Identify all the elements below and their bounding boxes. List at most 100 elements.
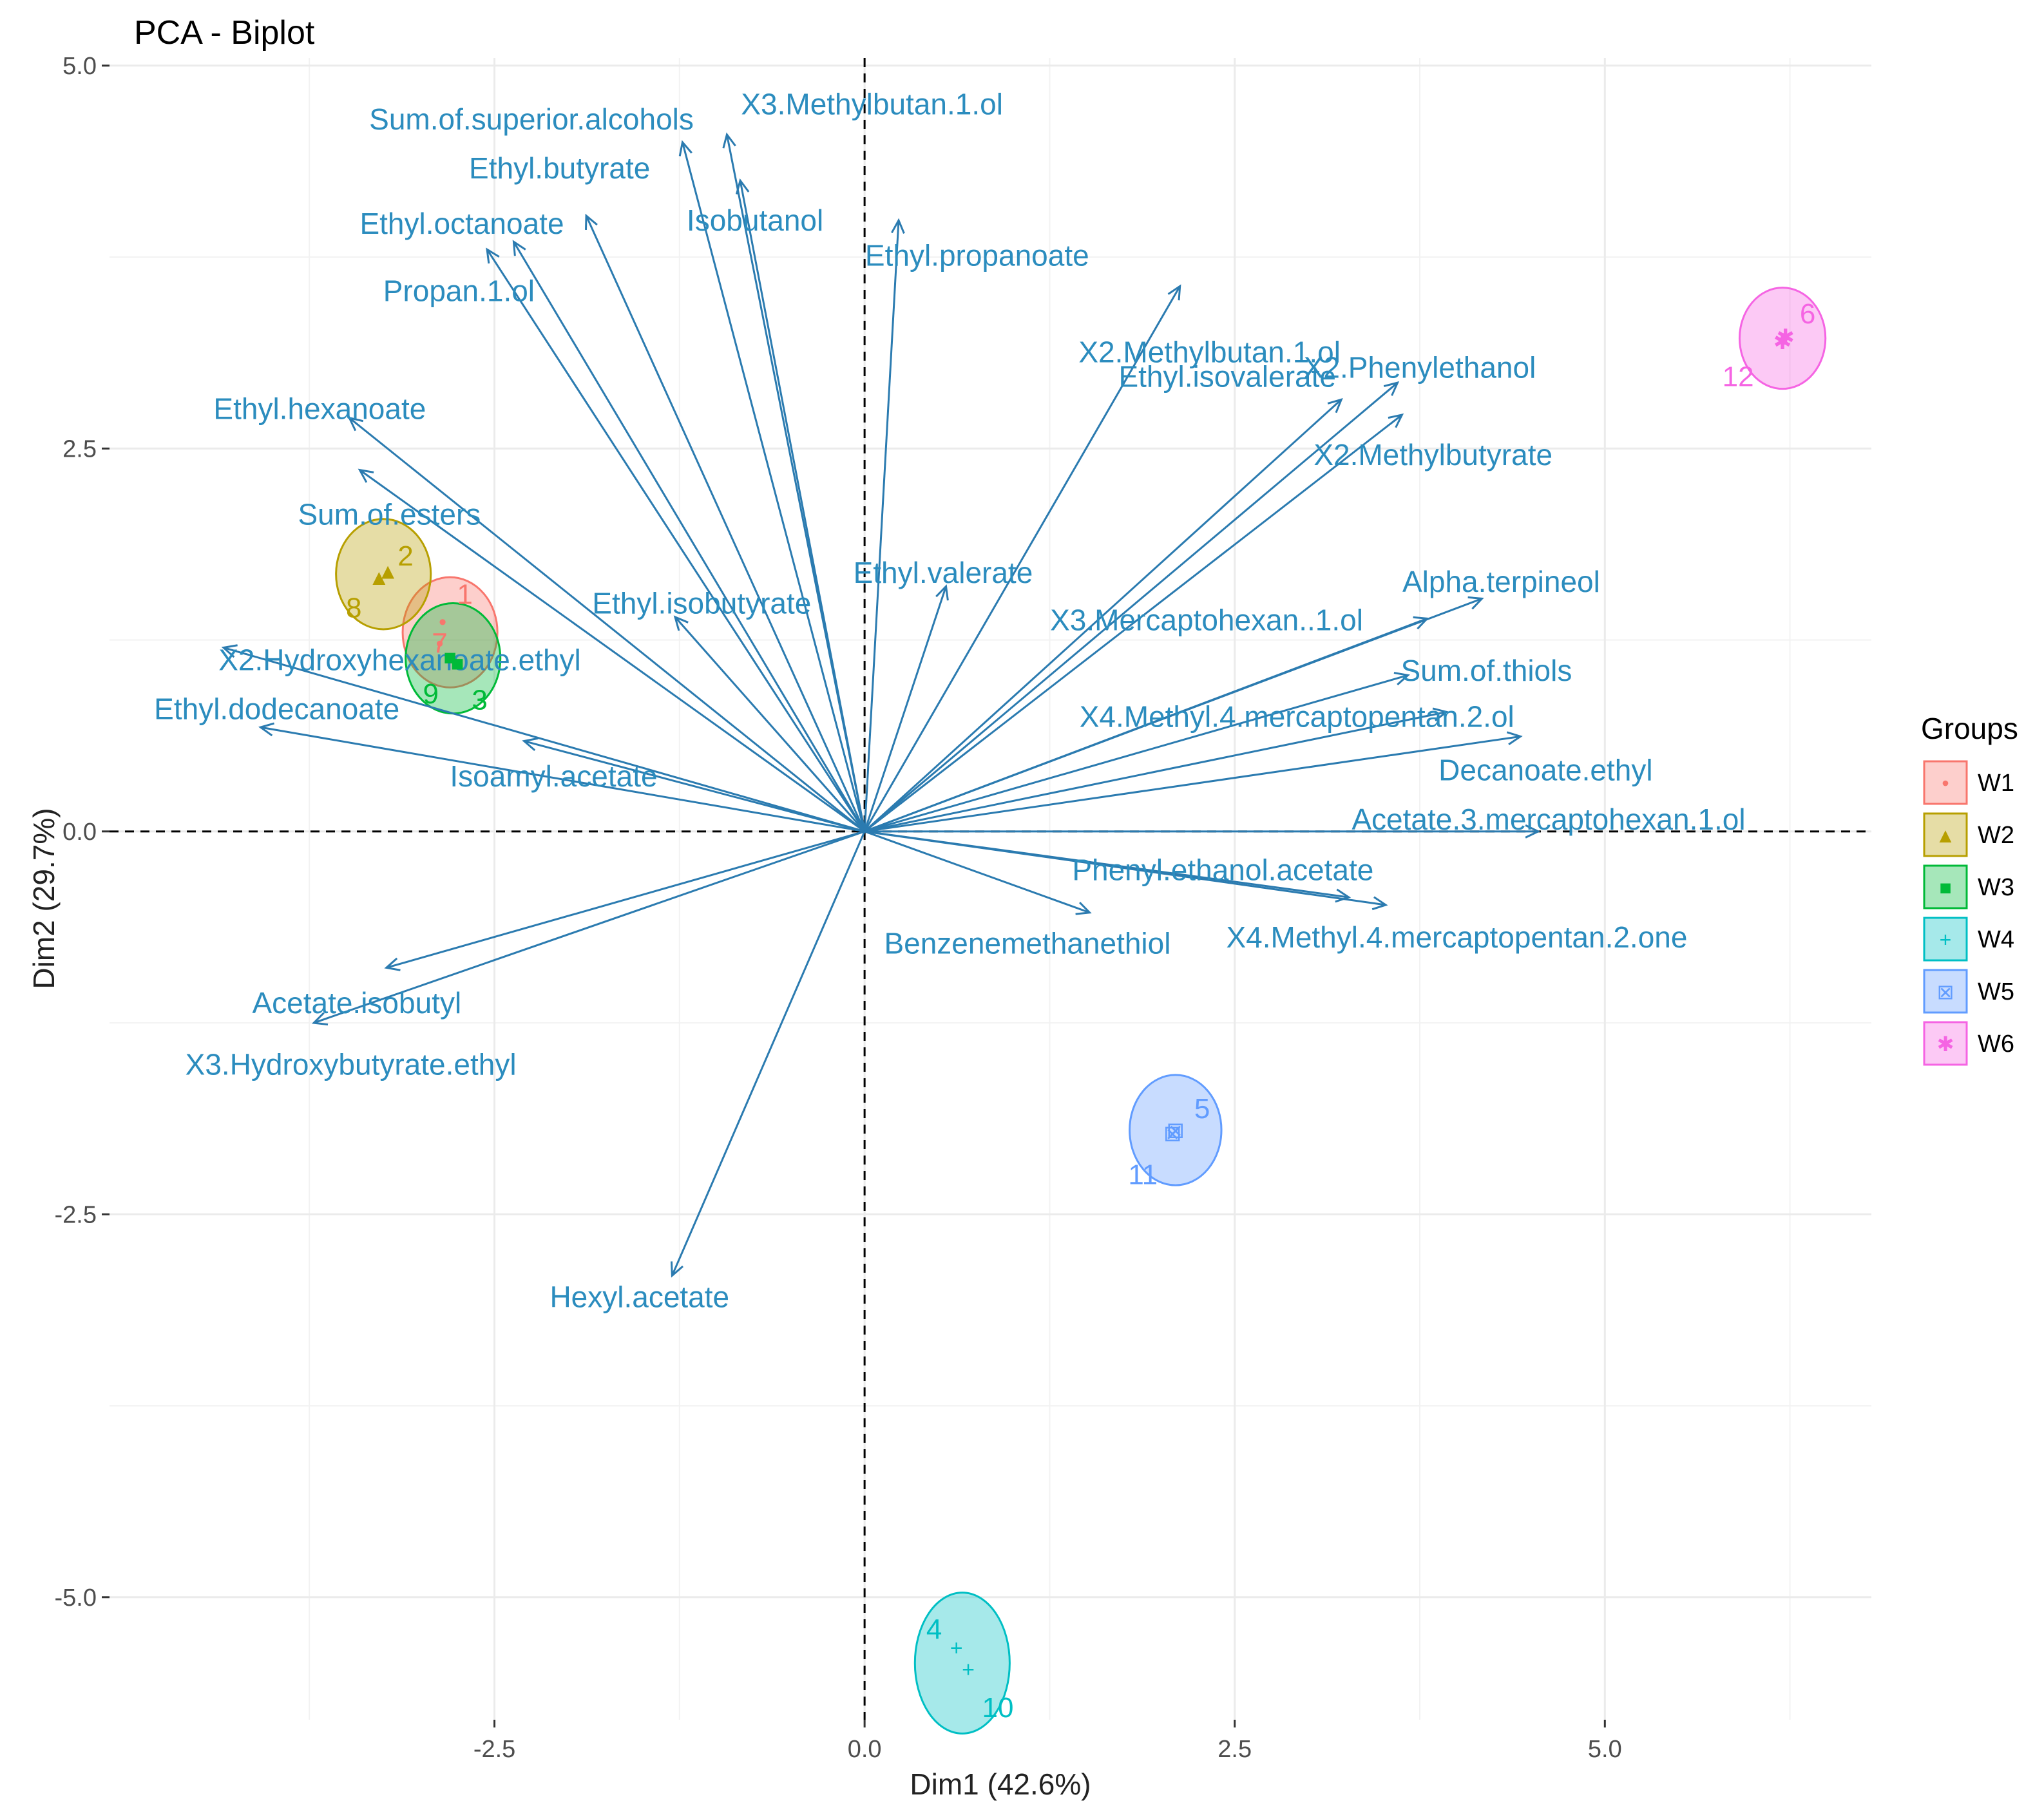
variable-arrow-head (1393, 672, 1410, 686)
observation-label: 5 (1194, 1093, 1210, 1125)
legend-key-glyph: ▲ (1935, 824, 1956, 847)
variable-label: Acetate.3.mercaptohexan.1.ol (1352, 803, 1745, 836)
variable-label: X4.Methyl.4.mercaptopentan.2.one (1226, 920, 1687, 954)
observation-label: 11 (1128, 1159, 1158, 1190)
x-tick-label: 5.0 (1588, 1736, 1622, 1763)
legend-key-w3 (1923, 864, 1968, 909)
variable-arrow-head (258, 722, 274, 737)
variable-arrow (223, 647, 865, 833)
variable-arrow-head (1467, 596, 1484, 610)
variable-arrow-head (1506, 731, 1523, 745)
variable-arrow (681, 142, 866, 832)
observation-label: 1 (457, 578, 472, 610)
group-ellipse-w1 (401, 576, 499, 689)
variable-arrow-head (1167, 284, 1181, 301)
x-tick-label: -2.5 (473, 1736, 515, 1763)
observation-label: 3 (472, 684, 487, 716)
observation-point: ▲ (377, 560, 399, 584)
variable-labels: Sum.of.superior.alcohols X3.Methylbutan.1… (154, 87, 1745, 1313)
variable-label: Ethyl.hexanoate (213, 392, 426, 426)
variable-arrow (349, 417, 866, 832)
variable-label: Decanoate.ethyl (1438, 754, 1652, 787)
observation-point: ■ (451, 651, 464, 676)
reference-lines (110, 58, 1871, 1720)
variable-label: X3.Mercaptohexan..1.ol (1050, 604, 1363, 637)
legend-label-w2: W2 (1978, 822, 2014, 849)
group-ellipse-w5 (1129, 1074, 1223, 1186)
variable-arrow (863, 285, 1181, 832)
variable-arrow-head (311, 1012, 329, 1026)
observation-point: ⊠ (1167, 1119, 1185, 1143)
variable-arrow (864, 399, 1342, 832)
y-tick-label: -5.0 (55, 1584, 97, 1612)
legend-key-w6 (1923, 1021, 1968, 1066)
legend-key-glyph: • (1942, 772, 1949, 795)
variable-arrow (864, 830, 1090, 914)
variable-label: Sum.of.thiols (1400, 654, 1572, 687)
legend-key-glyph: + (1940, 928, 1952, 951)
variable-arrow (359, 469, 866, 833)
variable-label: Ethyl.dodecanoate (154, 692, 399, 726)
group-ellipse-w6 (1738, 287, 1827, 390)
variable-label: Ethyl.valerate (854, 556, 1033, 589)
legend-label-w1: W1 (1978, 770, 2014, 797)
observation-point: • (439, 610, 446, 634)
variable-label: Acetate.isobutyl (252, 986, 461, 1020)
variable-label: Hexyl.acetate (549, 1280, 729, 1314)
legend-key-glyph: ■ (1939, 876, 1951, 899)
legend-label-w6: W6 (1978, 1031, 2014, 1058)
variable-arrow-head (486, 247, 500, 264)
legend-label-w4: W4 (1978, 926, 2014, 953)
variable-arrow (486, 249, 866, 832)
x-tick-label: 0.0 (848, 1736, 882, 1763)
legend-key-glyph: ⊠ (1937, 980, 1954, 1004)
variable-label: Ethyl.butyrate (469, 151, 650, 185)
variable-arrow (671, 831, 866, 1277)
variable-label: Alpha.terpineol (1402, 565, 1600, 598)
legend-title: Groups (1921, 712, 2018, 745)
legend: Groups • W1 ▲ W2 ■ W3 + W4 ⊠ W5 ✱ W6 (1921, 712, 2018, 1066)
variable-arrow-head (1383, 381, 1400, 396)
observation-point: ■ (443, 645, 457, 670)
variable-label: Benzenemethanethiol (884, 926, 1170, 960)
observation-labels: 17 2 8 9 3 4 10 5 11 6 12 (346, 298, 1815, 1724)
y-tick-label: -2.5 (55, 1201, 97, 1228)
observation-point: ⊠ (1163, 1121, 1182, 1146)
variable-label: Isoamyl.acetate (450, 759, 657, 793)
variable-arrow (864, 710, 1447, 833)
variable-label: Sum.of.esters (298, 498, 481, 531)
variable-label: X4.Methyl.4.mercaptopentan.2.ol (1080, 699, 1514, 733)
observation-point: ▲ (368, 566, 390, 590)
variable-arrow-head (347, 416, 364, 432)
observation-points: ••▲▲■■++⊠⊠✱✱ (368, 325, 1794, 1682)
variable-label: X2.Phenylethanol (1304, 350, 1536, 384)
legend-key-w2 (1923, 812, 1968, 857)
variable-arrow (864, 414, 1403, 833)
variable-arrow-head (1525, 824, 1541, 839)
variable-arrow-head (735, 178, 750, 195)
observation-label: 12 (1723, 361, 1754, 393)
variable-arrow-head (221, 644, 238, 658)
variable-arrow-head (1371, 896, 1388, 911)
legend-label-w5: W5 (1978, 978, 2014, 1005)
observation-point: + (950, 1636, 963, 1660)
variable-label: X2.Hydroxyhexanoate.ethyl (218, 643, 581, 677)
variable-arrow (739, 180, 866, 832)
variable-arrow (313, 830, 865, 1024)
variable-arrow-head (891, 218, 905, 234)
legend-label-w3: W3 (1978, 874, 2014, 901)
y-tick-label: 0.0 (62, 819, 97, 846)
variable-arrow (863, 585, 947, 832)
observation-label: 6 (1800, 298, 1815, 330)
variable-arrow (513, 241, 866, 832)
x-axis-ticks: -2.5 0.0 2.5 5.0 (473, 1720, 1622, 1763)
variable-label: X2.Methylbutyrate (1313, 438, 1552, 471)
variable-arrow (864, 381, 1399, 832)
variable-label: Phenyl.ethanol.acetate (1072, 853, 1373, 886)
variable-arrow (260, 726, 865, 833)
variable-arrow-head (358, 468, 374, 483)
observation-point: ✱ (1776, 325, 1795, 350)
observation-point: ✱ (1773, 330, 1792, 354)
variable-label: Propan.1.ol (383, 274, 535, 307)
